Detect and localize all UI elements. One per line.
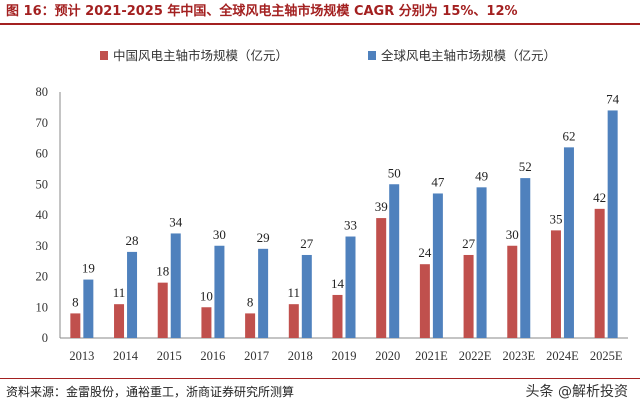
data-label: 10 [200,288,213,303]
data-label: 27 [300,236,314,251]
data-label: 30 [213,227,226,242]
legend-swatch [100,51,108,60]
legend-swatch [368,51,376,60]
bar-global [476,187,487,338]
data-label: 27 [462,236,476,251]
bar-chart: 0 10 20 30 40 50 60 70 80 2013 8 19 2014 11 28 2015 18 34… [36,48,628,363]
bar-global [607,110,618,338]
y-tick-label: 40 [36,208,49,222]
figure-title: 图 16：预计 2021-2025 年中国、全球风电主轴市场规模 CAGR 分别… [6,4,518,19]
data-label: 52 [519,159,532,174]
x-tick-label: 2016 [200,349,225,363]
bar-global [389,184,400,338]
bar-china [507,245,518,338]
bar-china [157,282,168,338]
bar-global [214,245,225,338]
bar-china [419,264,430,338]
bar-china [463,254,474,338]
x-tick-label: 2019 [332,349,357,363]
bar-global [563,147,574,338]
data-label: 14 [331,276,345,291]
bar-china [594,208,605,338]
y-tick-label: 30 [36,239,49,253]
bar-global [301,254,312,338]
bar-china [70,313,81,338]
data-label: 8 [72,294,79,309]
x-tick-label: 2021E [415,349,448,363]
bar-china [376,218,387,338]
legend-label: 全球风电主轴市场规模（亿元） [381,48,556,63]
bar-global [432,193,443,338]
data-label: 33 [344,218,357,233]
bar-china [332,294,343,338]
data-label: 39 [375,199,388,214]
data-label: 42 [593,190,606,205]
source-note: 资料来源：金雷股份，通裕重工，浙商证券研究所测算 [6,385,295,399]
x-tick-label: 2015 [157,349,182,363]
y-tick-label: 80 [36,85,49,99]
bar-global [127,251,138,338]
bar-global [520,178,531,338]
x-tick-label: 2024E [546,349,579,363]
data-label: 30 [506,227,519,242]
y-tick-label: 60 [36,147,49,161]
x-tick-label: 2013 [69,349,94,363]
data-label: 11 [288,285,301,300]
x-tick-label: 2017 [244,349,269,363]
source-divider [0,378,640,379]
bar-china [201,307,212,338]
y-tick-label: 20 [36,270,49,284]
x-tick-label: 2018 [288,349,313,363]
x-tick-label: 2014 [113,349,139,363]
y-tick-label: 70 [36,116,49,130]
x-tick-label: 2025E [590,349,623,363]
bar-global [258,248,269,338]
data-label: 47 [431,174,445,189]
data-label: 34 [169,214,183,229]
bar-global [170,233,181,338]
data-label: 62 [562,128,575,143]
data-label: 29 [257,230,270,245]
x-tick-label: 2022E [459,349,492,363]
bar-china [550,230,561,338]
bar-china [245,313,256,338]
legend-label: 中国风电主轴市场规模（亿元） [113,48,288,63]
bar-china [288,304,299,338]
y-tick-label: 10 [36,300,49,314]
x-tick-label: 2020 [375,349,400,363]
data-label: 28 [126,233,139,248]
y-tick-label: 0 [42,331,48,345]
data-label: 8 [247,294,254,309]
data-label: 49 [475,168,488,183]
bar-china [114,304,125,338]
data-label: 50 [388,165,401,180]
data-label: 35 [549,211,562,226]
y-tick-label: 50 [36,177,49,191]
data-label: 19 [82,261,95,276]
title-divider [0,23,640,25]
watermark: 头条 @解析投资 [525,384,628,400]
x-tick-label: 2023E [502,349,535,363]
data-label: 24 [418,245,432,260]
bar-global [83,279,94,338]
data-label: 11 [113,285,126,300]
bar-global [345,236,356,338]
data-label: 18 [156,264,169,279]
data-label: 74 [606,91,620,106]
